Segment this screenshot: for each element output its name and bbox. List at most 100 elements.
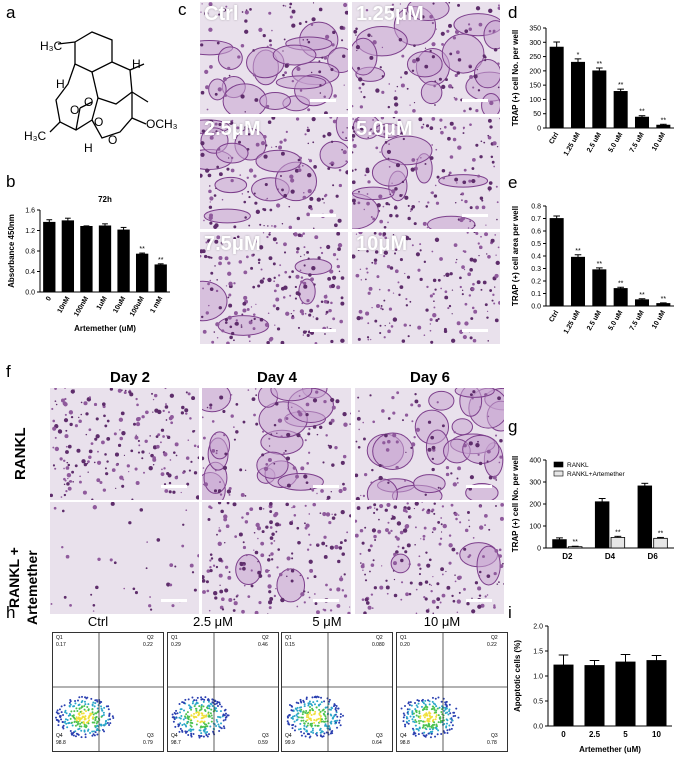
- y-tick-label: 100: [529, 97, 541, 104]
- scale-bar: [462, 99, 488, 102]
- quadrant-label: 0.64: [372, 740, 382, 746]
- legend-label: RANKL+Artemether: [567, 471, 625, 478]
- y-tick-label: 0.5: [533, 699, 543, 706]
- bar: [570, 61, 586, 129]
- bar: [43, 221, 56, 293]
- bar: [567, 546, 583, 549]
- micrograph-c: 1.25μM: [352, 2, 500, 114]
- y-tick-label: 0.8: [25, 249, 35, 256]
- quadrant-label: Q3: [376, 733, 383, 739]
- panel-label-e: e: [508, 173, 518, 192]
- flow-plot: Q1 0.29 Q2 0.46 Q4 98.7 Q3 0.59: [167, 632, 279, 752]
- x-tick-label: 2.5 uM: [586, 309, 603, 332]
- bar: [610, 537, 626, 549]
- y-tick-label: 200: [529, 502, 541, 509]
- significance-mark: **: [575, 248, 581, 255]
- x-tick-label: 10 uM: [651, 131, 667, 152]
- y-axis-label: TRAP (+) cell No. per well: [511, 30, 520, 127]
- quadrant-label: Q1: [285, 635, 292, 641]
- condition-label: Ctrl: [204, 3, 239, 25]
- bar: [592, 269, 607, 307]
- bar: [656, 124, 671, 129]
- flow-condition-label: 5 μM: [312, 614, 342, 629]
- panel-label-a: a: [6, 3, 16, 22]
- bar: [615, 661, 636, 727]
- quadrant-label: 0.17: [56, 642, 66, 648]
- quadrant-label: 99.9: [285, 740, 295, 746]
- y-tick-label: 0.2: [531, 279, 541, 286]
- artemether-structure: H₃C H H O O O H₃C O H OCH₃: [24, 31, 178, 155]
- day-label: Day 4: [256, 369, 298, 386]
- panel-label-i: i: [508, 603, 512, 622]
- significance-mark: **: [618, 82, 624, 89]
- structure-label: H₃C: [24, 129, 47, 143]
- y-tick-label: 250: [529, 54, 541, 61]
- scale-bar: [462, 214, 488, 217]
- y-tick-label: 100: [529, 524, 541, 531]
- y-tick-label: 1.6: [25, 208, 35, 215]
- x-tick-label: 10 uM: [651, 309, 667, 330]
- x-tick-label: 0: [561, 730, 566, 739]
- y-tick-label: 0: [537, 126, 541, 133]
- chart-b: 0.0 0.4 0.8 1.2 1.6 0 10nM 100nM 1uM 10uM ** 100uM *…: [7, 195, 170, 333]
- significance-mark: **: [639, 292, 645, 299]
- y-tick-label: 300: [529, 480, 541, 487]
- structure-label: H: [84, 141, 93, 155]
- quadrant-label: 0.46: [258, 642, 268, 648]
- day-label: Day 6: [409, 369, 451, 386]
- x-tick-label: 100nM: [73, 295, 90, 318]
- flow-condition-label: Ctrl: [87, 614, 109, 629]
- legend-label: RANKL: [567, 462, 589, 469]
- bar: [637, 485, 653, 549]
- y-axis-label: TRAP (+) cell area per well: [511, 206, 520, 306]
- y-tick-label: 0.8: [531, 204, 541, 211]
- bar: [646, 660, 667, 727]
- y-tick-label: 0.7: [531, 216, 541, 223]
- bar: [117, 229, 130, 293]
- significance-mark: **: [618, 280, 624, 287]
- significance-mark: **: [139, 246, 145, 253]
- quadrant-label: 98.8: [56, 740, 66, 746]
- structure-label: O: [70, 103, 79, 117]
- bar: [653, 537, 668, 549]
- x-tick-label: 1uM: [96, 295, 109, 311]
- scale-bar: [310, 99, 336, 102]
- bar: [553, 664, 574, 727]
- significance-mark: **: [639, 109, 645, 116]
- significance-mark: **: [661, 117, 667, 124]
- quadrant-label: Q2: [147, 635, 154, 641]
- bar: [135, 253, 149, 293]
- day-label: Day 2: [109, 369, 151, 386]
- flow-plot: Q1 0.17 Q2 0.22 Q4 98.8 Q3 0.79: [52, 632, 164, 752]
- panel-label-h: h: [6, 603, 16, 622]
- significance-mark: **: [597, 261, 603, 268]
- y-tick-label: 0.6: [531, 229, 541, 236]
- bar: [154, 264, 167, 293]
- x-tick-label: 2.5 uM: [586, 131, 603, 154]
- x-tick-label: D4: [605, 552, 616, 561]
- row-label-rankl: RANKL: [12, 427, 29, 481]
- x-tick-label: 5.0 uM: [607, 131, 624, 154]
- chart-i: 0.0 0.5 1.0 1.5 2.0 0 2.5 5 10 Apoptotic cells (%…: [513, 624, 672, 754]
- x-axis-label: Artemether (uM): [74, 324, 136, 333]
- significance-mark: **: [597, 61, 603, 68]
- scale-bar: [313, 485, 339, 488]
- flow-condition-label: 10 μM: [423, 614, 461, 629]
- quadrant-label: Q3: [262, 733, 269, 739]
- bar: [61, 220, 75, 293]
- significance-mark: *: [577, 52, 580, 59]
- micrograph-c: 10μM: [352, 232, 500, 344]
- micrograph-f: [355, 502, 504, 614]
- quadrant-label: Q1: [400, 635, 407, 641]
- x-tick-label: D6: [648, 552, 659, 561]
- bar: [613, 288, 628, 307]
- y-tick-label: 0.0: [533, 724, 543, 731]
- bar: [552, 539, 567, 549]
- bar: [656, 303, 671, 307]
- y-tick-label: 0.4: [25, 269, 35, 276]
- x-tick-label: 7.5 uM: [629, 309, 646, 332]
- panel-label-d: d: [508, 3, 518, 22]
- scale-bar: [462, 329, 488, 332]
- y-tick-label: 150: [529, 83, 541, 90]
- y-tick-label: 0.0: [25, 290, 35, 297]
